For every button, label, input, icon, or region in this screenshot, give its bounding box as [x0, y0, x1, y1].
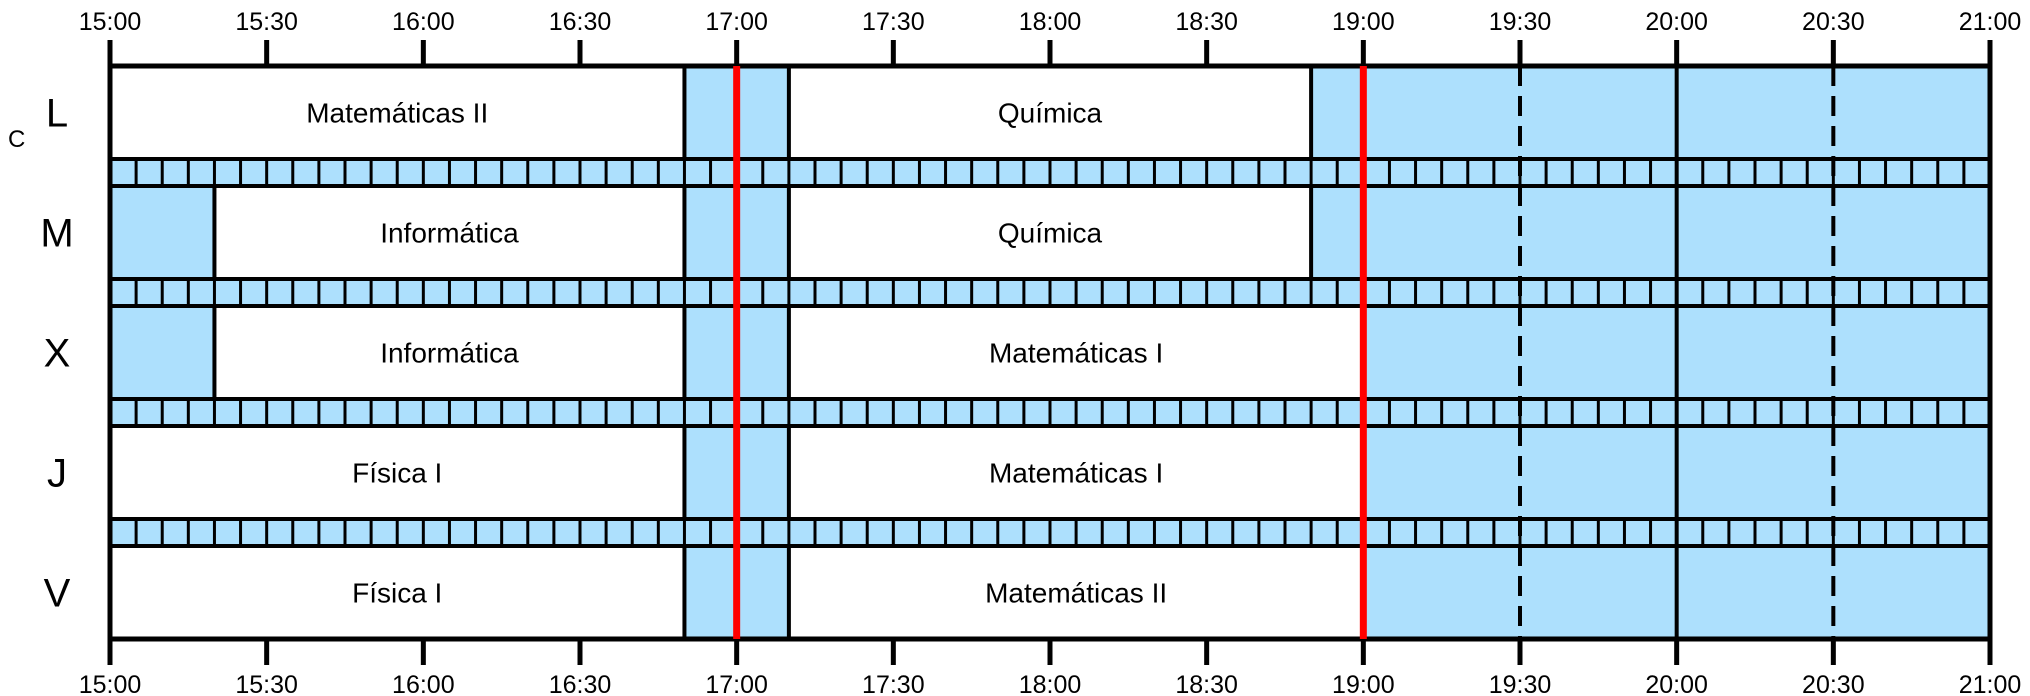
tick-label-top: 20:30	[1802, 8, 1865, 36]
tick-label-bottom: 21:00	[1959, 671, 2022, 696]
tick-label-top: 18:30	[1175, 8, 1238, 36]
tick-label-top: 16:00	[392, 8, 455, 36]
day-label: X	[44, 332, 71, 376]
tick-label-bottom: 17:00	[705, 671, 768, 696]
tick-label-bottom: 16:30	[549, 671, 612, 696]
tick-label-bottom: 19:00	[1332, 671, 1395, 696]
tick-label-top: 17:30	[862, 8, 925, 36]
class-block	[212, 184, 687, 281]
day-label: L	[46, 92, 68, 136]
class-label: Química	[998, 98, 1103, 129]
tick-label-top: 17:00	[705, 8, 768, 36]
class-label: Física I	[352, 458, 442, 489]
tick-label-bottom: 16:00	[392, 671, 455, 696]
stray-label: C	[8, 126, 25, 153]
tick-label-top: 19:30	[1489, 8, 1552, 36]
tick-label-bottom: 15:00	[79, 671, 142, 696]
tick-label-bottom: 20:30	[1802, 671, 1865, 696]
tick-label-bottom: 18:00	[1019, 671, 1082, 696]
day-label: J	[47, 452, 67, 496]
class-label: Matemáticas II	[985, 578, 1167, 609]
tick-label-top: 16:30	[549, 8, 612, 36]
tick-label-bottom: 19:30	[1489, 671, 1552, 696]
tick-label-bottom: 20:00	[1645, 671, 1708, 696]
tick-label-top: 21:00	[1959, 8, 2022, 36]
class-label: Matemáticas I	[989, 338, 1163, 369]
class-label: Matemáticas II	[306, 98, 488, 129]
tick-label-top: 18:00	[1019, 8, 1082, 36]
class-block	[108, 424, 687, 521]
class-label: Física I	[352, 578, 442, 609]
tick-label-top: 15:30	[235, 8, 298, 36]
tick-label-top: 20:00	[1645, 8, 1708, 36]
class-label: Informática	[380, 218, 519, 249]
class-label: Química	[998, 218, 1103, 249]
day-label: M	[40, 212, 73, 256]
tick-label-top: 19:00	[1332, 8, 1395, 36]
class-block	[108, 64, 687, 161]
tick-label-top: 15:00	[79, 8, 142, 36]
class-label: Matemáticas I	[989, 458, 1163, 489]
day-label: V	[44, 572, 71, 616]
class-label: Informática	[380, 338, 519, 369]
tick-label-bottom: 15:30	[235, 671, 298, 696]
tick-label-bottom: 18:30	[1175, 671, 1238, 696]
class-block	[786, 424, 1366, 521]
tick-label-bottom: 17:30	[862, 671, 925, 696]
